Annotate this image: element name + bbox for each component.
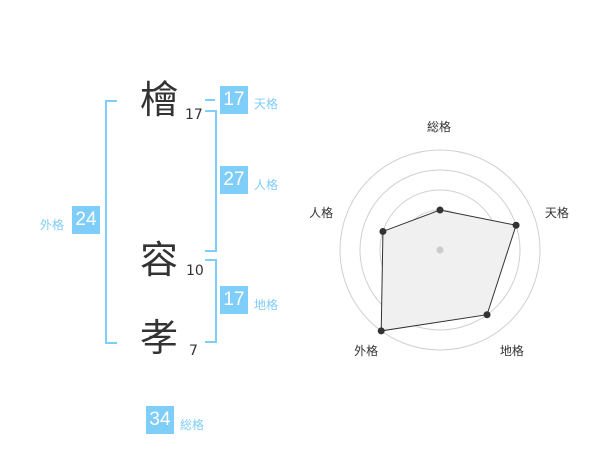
radar-axis-label: 総格 [427,120,452,134]
tenkaku-value: 17 [220,86,248,114]
tenkaku-bracket [205,99,215,101]
radar-axis-label: 天格 [544,205,569,220]
name-char-2: 容 [140,238,179,282]
radar-point [379,227,387,235]
soukaku-label: 総格 [180,418,205,432]
chikaku-value: 17 [220,286,248,314]
radar-point [377,327,385,335]
radar-ring [339,149,541,351]
stroke-count-3: 7 [189,343,198,359]
chikaku-bracket [205,259,217,343]
radar-ring [359,169,521,331]
gaikaku-bracket [105,100,117,344]
soukaku-value: 34 [146,406,174,434]
name-char-3: 孝 [140,316,179,360]
chikaku-label: 地格 [254,298,279,312]
gaikaku-label: 外格 [40,218,65,232]
radar-axis-label: 外格 [354,344,379,359]
jinkaku-label: 人格 [254,178,279,192]
radar-point [436,206,444,214]
radar-axis-label: 地格 [499,344,524,359]
jinkaku-bracket [205,110,217,252]
gaikaku-value: 24 [72,206,100,234]
name-char-1: 檜 [140,78,179,122]
jinkaku-value: 27 [220,166,248,194]
radar-axis-label: 人格 [309,205,334,220]
stroke-count-1: 17 [185,107,203,123]
stroke-count-2: 10 [186,263,204,279]
radar-point [512,221,520,229]
radar-center [436,246,444,254]
tenkaku-label: 天格 [254,97,279,111]
radar-polygon [380,209,517,332]
radar-point [483,311,491,319]
